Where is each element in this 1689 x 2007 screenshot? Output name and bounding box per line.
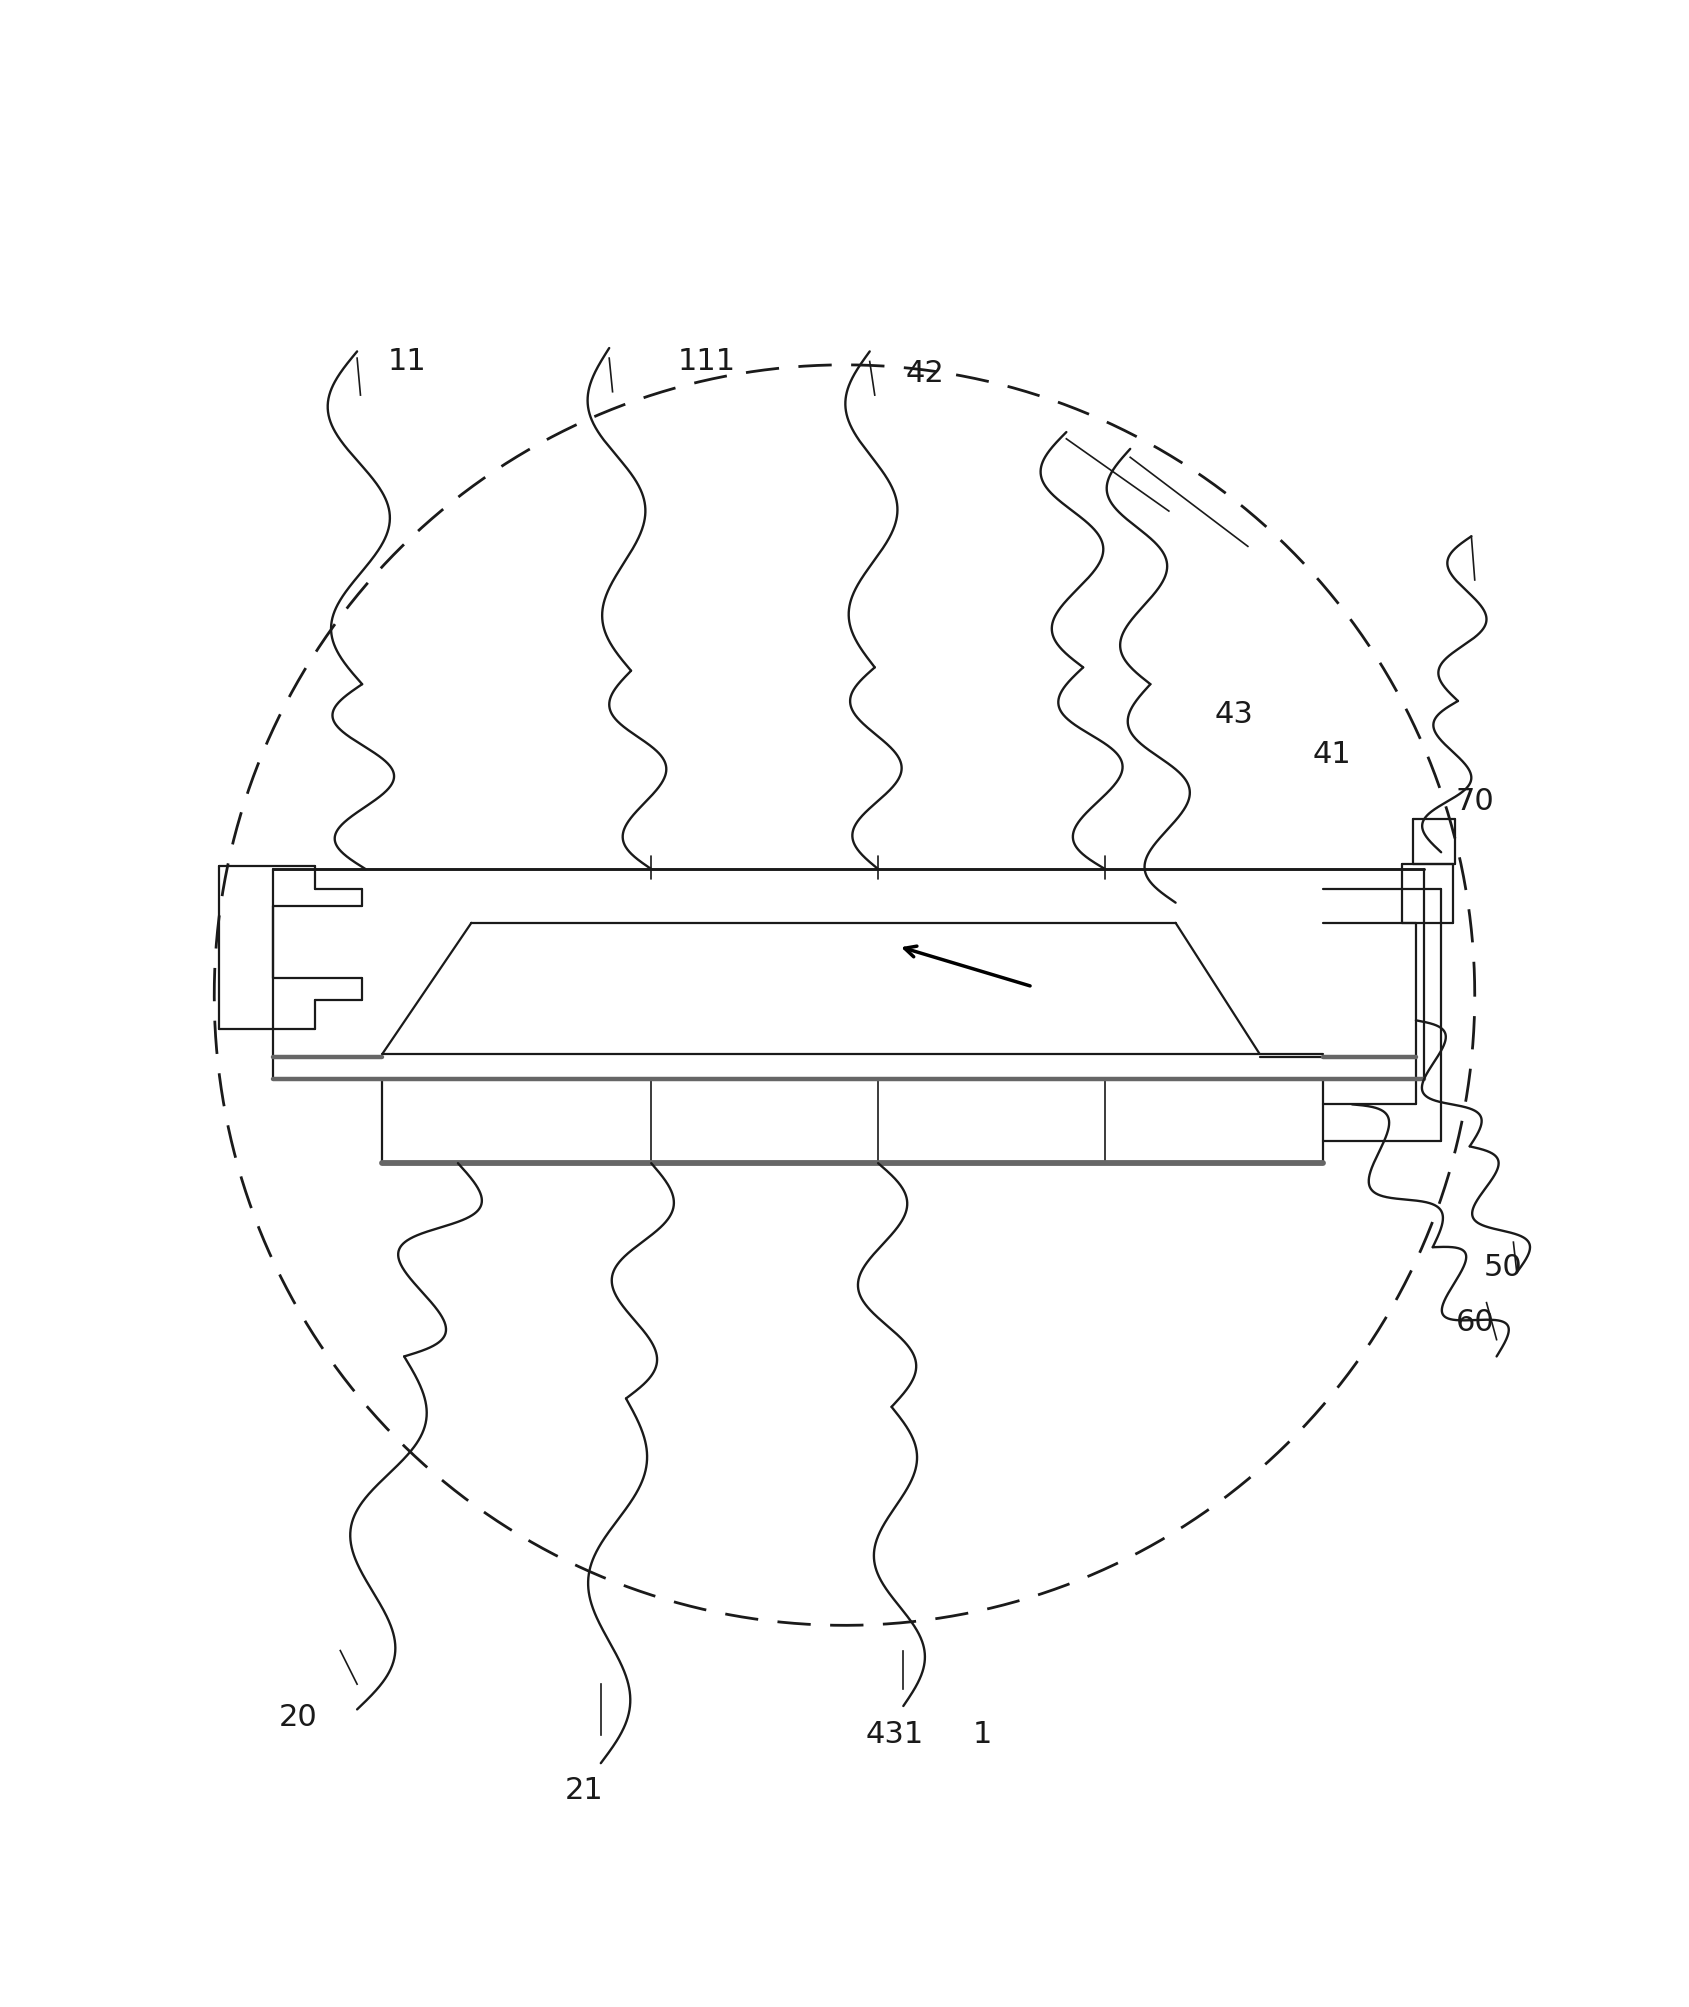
Text: 431: 431 (866, 1720, 924, 1748)
Text: 43: 43 (1214, 700, 1253, 729)
Text: 111: 111 (677, 347, 736, 375)
Text: 70: 70 (1456, 787, 1495, 817)
Text: 11: 11 (388, 347, 427, 375)
Text: 60: 60 (1456, 1309, 1495, 1337)
Text: 42: 42 (905, 359, 944, 387)
Text: 50: 50 (1485, 1252, 1523, 1282)
Text: 20: 20 (279, 1704, 318, 1732)
Text: 21: 21 (564, 1776, 603, 1804)
Text: 1: 1 (973, 1720, 991, 1748)
Text: 41: 41 (1312, 741, 1351, 769)
